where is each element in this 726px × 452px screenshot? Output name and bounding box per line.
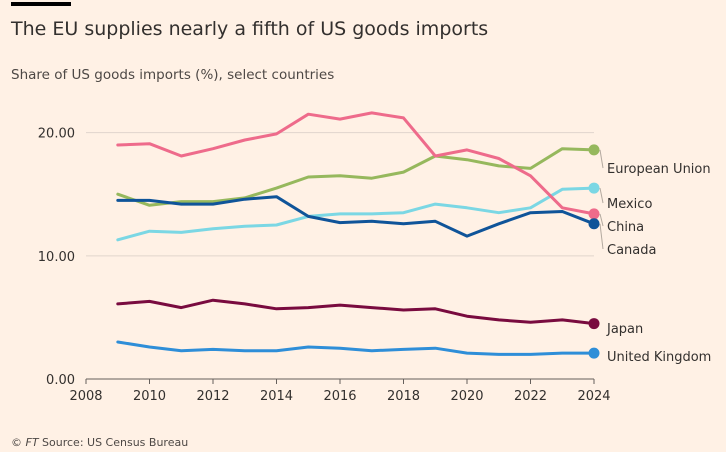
x-tick-label: 2018 [387,389,420,404]
y-tick-label: 0.00 [46,373,75,388]
x-tick-label: 2024 [577,389,610,404]
label-leader [599,213,604,227]
x-tick-label: 2010 [133,389,166,404]
x-tick-label: 2022 [514,389,547,404]
series-label: Canada [607,243,656,258]
y-tick-label: 20.00 [38,127,75,142]
y-tick-label: 10.00 [38,250,75,265]
page-title: The EU supplies nearly a fifth of US goo… [11,18,489,40]
series-end-marker [588,208,600,220]
x-tick-label: 2008 [69,389,102,404]
label-leader [599,223,604,250]
x-tick-label: 2014 [260,389,293,404]
label-leader [599,149,604,169]
series-line [116,111,596,216]
series-line [116,147,596,207]
chart-subtitle: Share of US goods imports (%), select co… [11,67,335,83]
series-end-marker [588,144,600,156]
top-rule [11,2,71,6]
source-text: Source: US Census Bureau [38,436,189,449]
copyright-symbol: © [11,436,26,449]
series-line [116,195,596,238]
x-tick-label: 2012 [196,389,229,404]
x-tick-label: 2016 [323,389,356,404]
brand-label: FT [25,436,39,449]
source-footer: © FT Source: US Census Bureau [11,436,188,449]
series-label: China [607,220,644,235]
series-line [116,186,596,242]
series-end-marker [588,347,600,359]
series-end-marker [588,218,600,230]
x-tick-label: 2020 [450,389,483,404]
series-label: Japan [606,322,643,337]
series-line [116,298,596,326]
series-end-marker [588,182,600,194]
series-line [116,340,596,356]
series-label: Mexico [607,197,652,212]
series-label: United Kingdom [607,350,711,365]
series-label: European Union [607,162,711,177]
series-end-marker [588,318,600,330]
label-leader [599,187,604,204]
